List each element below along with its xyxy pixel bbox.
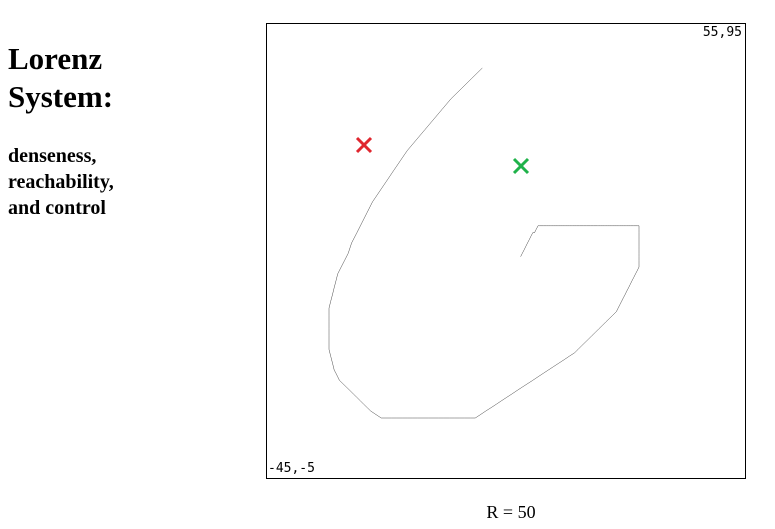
plot-corner-bottom-left-label: -45,-5 xyxy=(268,461,315,476)
subtitle-line-1: denseness, xyxy=(8,145,97,167)
target-x-marker-icon xyxy=(512,157,530,175)
lorenz-attractor-image xyxy=(328,67,640,419)
start-x-marker-icon xyxy=(355,136,373,154)
slide-title: Lorenz System: xyxy=(8,40,113,116)
subtitle-line-2: reachability, xyxy=(8,171,114,193)
lorenz-plot: 55,95 -45,-5 xyxy=(266,23,746,479)
attractor-trajectory xyxy=(328,67,640,419)
plot-caption: R = 50 xyxy=(486,502,536,522)
title-line-1: Lorenz xyxy=(8,41,103,76)
plot-corner-top-right-label: 55,95 xyxy=(702,25,742,40)
subtitle-line-3: and control xyxy=(8,197,106,219)
title-line-2: System: xyxy=(8,79,114,114)
slide-subtitle: denseness, reachability, and control xyxy=(8,143,114,221)
